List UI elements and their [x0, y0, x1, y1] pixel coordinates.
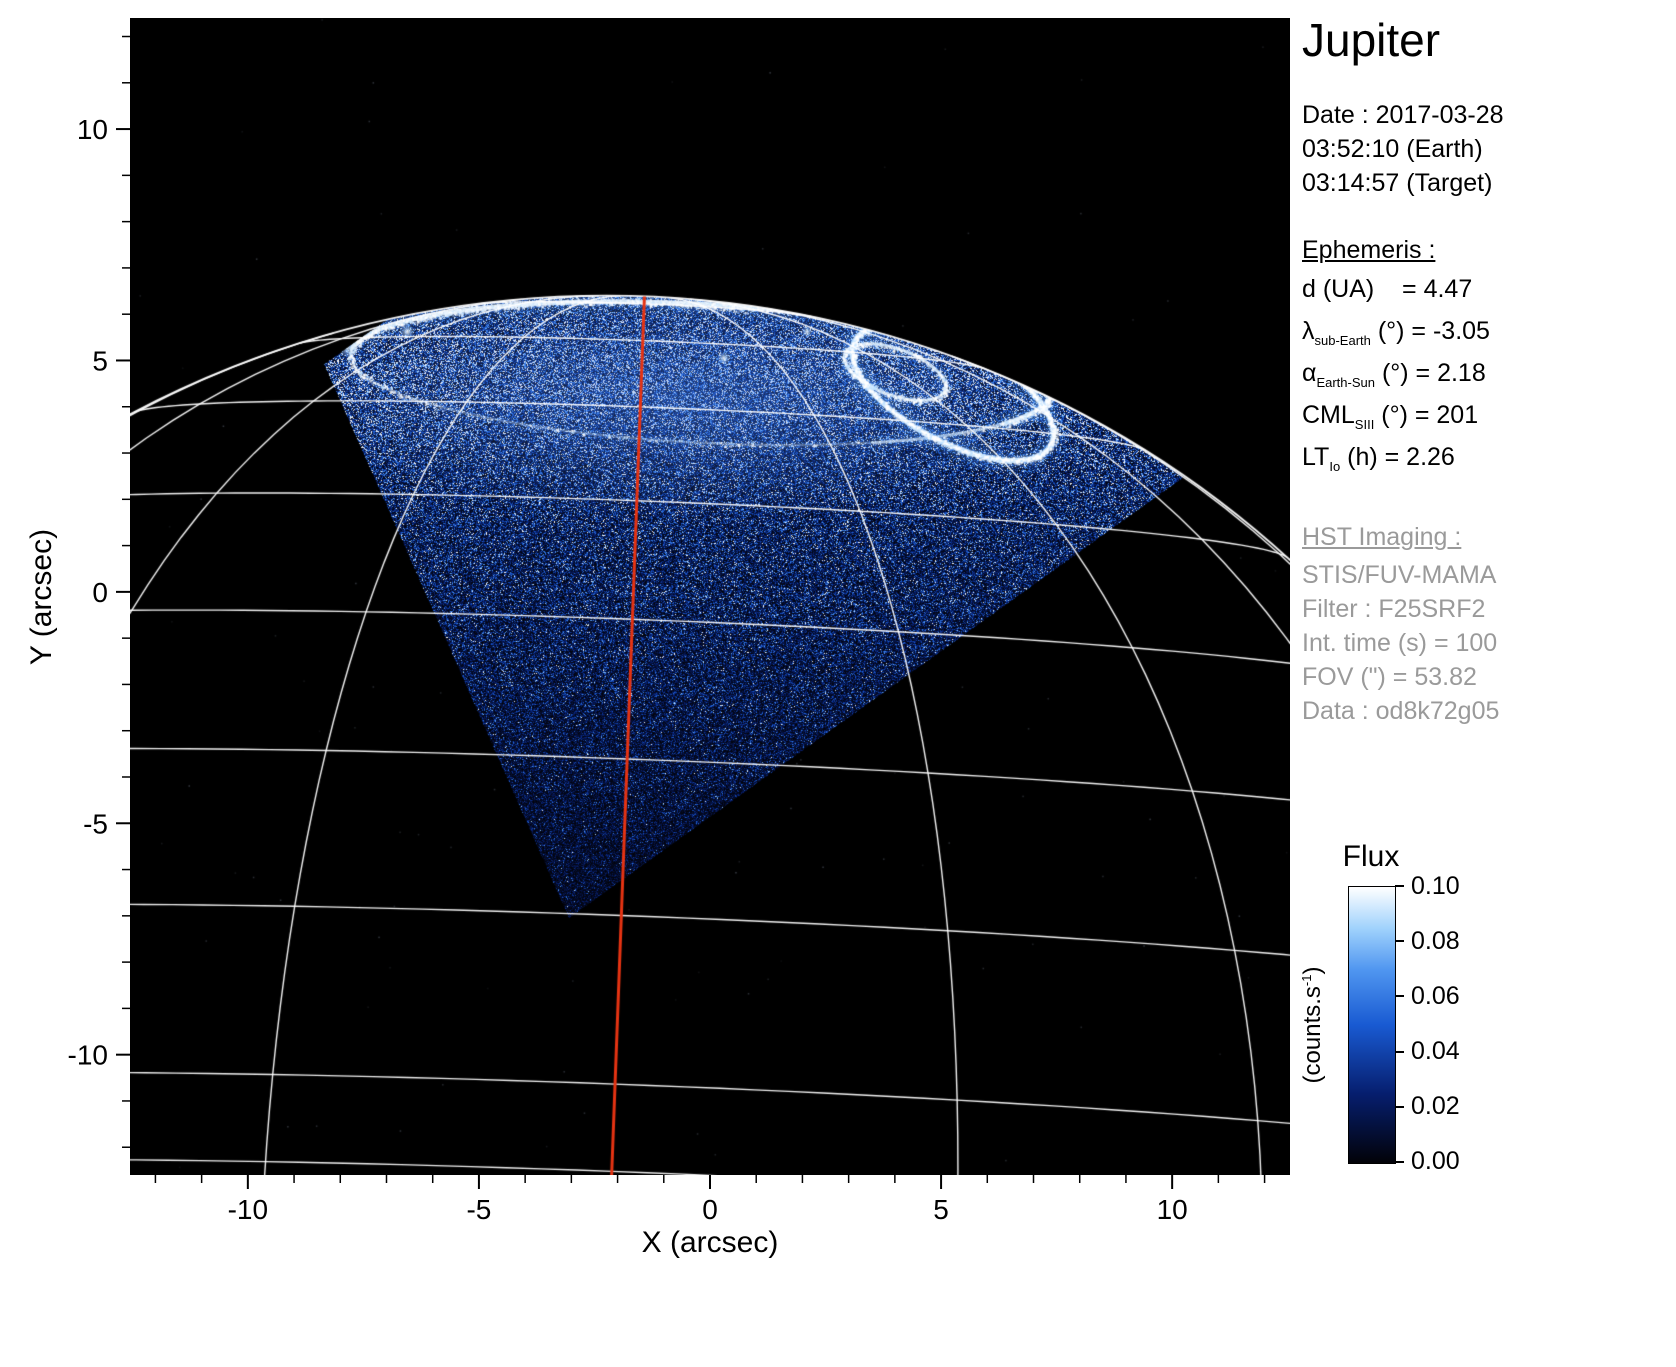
colorbar-tick-row: 0.10 [1395, 874, 1460, 898]
ephemeris-row-cml: CMLSIII (°) = 201 [1302, 399, 1674, 441]
hst-fov: FOV (") = 53.82 [1302, 660, 1674, 694]
ephemeris-subscript: sub-Earth [1315, 333, 1371, 348]
ephemeris-row-distance: d (UA) = 4.47 [1302, 273, 1674, 315]
y-axis-label: Y (arcsec) [25, 529, 59, 665]
aurora-image-plot [130, 18, 1290, 1175]
colorbar-tick-row: 0.00 [1395, 1150, 1460, 1174]
x-axis-label: X (arcsec) [130, 1226, 1290, 1260]
colorbar-tick-mark [1395, 1106, 1404, 1108]
tick-label: -10 [68, 1040, 108, 1071]
hst-filter: Filter : F25SRF2 [1302, 592, 1674, 626]
ephemeris-symbol: λ [1302, 317, 1315, 345]
date-label: Date : 2017-03-28 [1302, 98, 1674, 132]
hst-heading: HST Imaging : [1302, 523, 1674, 552]
colorbar-title: Flux [1321, 840, 1421, 874]
ephemeris-row-sub-earth-lat: λsub-Earth (°) = -3.05 [1302, 315, 1674, 357]
ephemeris-row-io-local-time: LTIo (h) = 2.26 [1302, 441, 1674, 483]
colorbar-tick-mark [1395, 940, 1404, 942]
colorbar-tick-mark [1395, 995, 1404, 997]
ephemeris-symbol: LT [1302, 443, 1329, 471]
colorbar-tick-row: 0.04 [1395, 1040, 1460, 1064]
figure: -10 -5 0 5 10 10 5 0 -5 -10 X (arcsec) Y (arcsec)… [0, 0, 1676, 1367]
ephemeris-value: (°) = 201 [1374, 401, 1478, 429]
ephemeris-symbol: CML [1302, 401, 1355, 429]
colorbar-tick-mark [1395, 1051, 1404, 1053]
colorbar-tick-label: 0.02 [1411, 1092, 1460, 1121]
plot-title: Jupiter [1302, 14, 1674, 66]
colorbar-tick-mark [1395, 885, 1404, 887]
ephemeris-row-phase-angle: αEarth-Sun (°) = 2.18 [1302, 357, 1674, 399]
tick-label: 10 [1157, 1194, 1188, 1225]
time-target: 03:14:57 (Target) [1302, 166, 1674, 200]
tick-label: -10 [228, 1194, 268, 1225]
ephemeris-subscript: Io [1329, 459, 1340, 474]
time-earth: 03:52:10 (Earth) [1302, 132, 1674, 166]
ephemeris-value: (°) = -3.05 [1371, 317, 1490, 345]
colorbar-tick-label: 0.10 [1411, 872, 1460, 901]
hst-int-time: Int. time (s) = 100 [1302, 626, 1674, 660]
tick-label: -5 [466, 1194, 491, 1225]
colorbar-tick-label: 0.06 [1411, 982, 1460, 1011]
ephemeris-subscript: Earth-Sun [1316, 375, 1375, 390]
colorbar-labels: 0.10 0.08 0.06 0.04 0.02 0.00 [1395, 874, 1460, 1174]
colorbar-tick-row: 0.06 [1395, 984, 1460, 1008]
tick-label: -5 [83, 808, 108, 839]
colorbar [1348, 886, 1396, 1164]
info-panel: Jupiter Date : 2017-03-28 03:52:10 (Eart… [1302, 14, 1674, 728]
ephemeris-value: (°) = 2.18 [1375, 359, 1486, 387]
tick-label: 0 [92, 577, 108, 608]
colorbar-tick-label: 0.00 [1411, 1147, 1460, 1176]
colorbar-tick-mark [1395, 1161, 1404, 1163]
ephemeris-symbol: d (UA) [1302, 275, 1374, 303]
colorbar-tick-row: 0.02 [1395, 1095, 1460, 1119]
hst-instrument: STIS/FUV-MAMA [1302, 558, 1674, 592]
colorbar-unit-post: ) [1299, 967, 1326, 975]
ephemeris-symbol: α [1302, 359, 1316, 387]
ephemeris-value: = 4.47 [1374, 275, 1472, 303]
ephemeris-subscript: SIII [1355, 417, 1375, 432]
tick-label: 0 [702, 1194, 718, 1225]
colorbar-unit-label: (counts.s-1) [1299, 967, 1327, 1084]
colorbar-unit-sup: -1 [1299, 975, 1314, 987]
hst-dataset: Data : od8k72g05 [1302, 694, 1674, 728]
colorbar-tick-label: 0.04 [1411, 1037, 1460, 1066]
tick-label: 5 [92, 345, 108, 376]
tick-label: 5 [933, 1194, 949, 1225]
ephemeris-value: (h) = 2.26 [1340, 443, 1455, 471]
tick-label: 10 [77, 114, 108, 145]
colorbar-unit-pre: (counts.s [1299, 986, 1326, 1083]
colorbar-tick-label: 0.08 [1411, 927, 1460, 956]
colorbar-tick-row: 0.08 [1395, 929, 1460, 953]
date-block: Date : 2017-03-28 03:52:10 (Earth) 03:14… [1302, 98, 1674, 200]
ephemeris-heading: Ephemeris : [1302, 236, 1674, 265]
hst-block: HST Imaging : STIS/FUV-MAMA Filter : F25… [1302, 523, 1674, 728]
